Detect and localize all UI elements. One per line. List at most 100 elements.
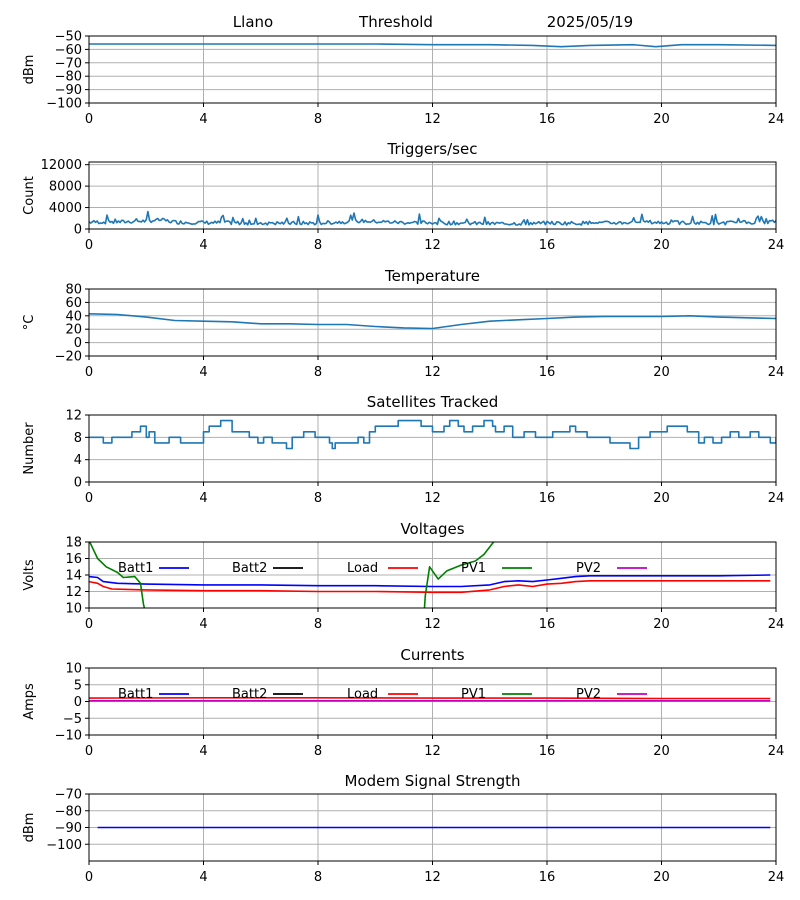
y-tick-label: 10 (65, 602, 82, 617)
chart-panel-6: 0 4 8 12 16 20 24 −10 −5 0 510 Currents Amps Batt1 Bat… (22, 646, 784, 759)
x-tick-label: 24 (768, 112, 785, 127)
series-group (89, 210, 776, 226)
y-tick-label: 10 (65, 662, 82, 677)
x-tick-label: 24 (768, 870, 785, 885)
legend-label-batt1: Batt1 (118, 687, 153, 702)
y-tick-label: −10 (55, 729, 82, 744)
series-line-pv1 (89, 542, 495, 608)
chart-title: Modem Signal Strength (345, 772, 521, 790)
chart-panel-1: 0 4 8 12 16 20 24 −100−90−80−70−60−50 dBm (22, 30, 784, 128)
legend-label-pv1: PV1 (461, 687, 486, 702)
y-tick-label: 16 (65, 552, 82, 567)
x-tick-label: 4 (199, 112, 207, 127)
legend-label-load: Load (347, 561, 378, 576)
x-tick-label: 16 (539, 238, 556, 253)
y-tick-label: 60 (65, 296, 82, 311)
x-tick-label: 20 (653, 112, 670, 127)
x-tick-label: 4 (199, 365, 207, 380)
y-tick-label: −70 (55, 788, 82, 803)
series-group (89, 313, 776, 330)
x-tick-label: 12 (424, 112, 441, 127)
y-tick-label: 20 (65, 323, 82, 338)
y-axis-label: Volts (22, 559, 37, 591)
x-tick-label: 0 (85, 744, 93, 759)
x-tick-label: 12 (424, 617, 441, 632)
legend-label-batt2: Batt2 (232, 687, 267, 702)
x-tick-label: 16 (539, 870, 556, 885)
x-tick-label: 12 (424, 365, 441, 380)
chart-panel-4: 0 4 8 12 16 20 24 0 4 8 12 Satellites Tracked Number (22, 393, 784, 506)
y-tick-label: −100 (46, 97, 82, 112)
y-tick-label: 40 (65, 309, 82, 324)
y-tick-label: 4 (74, 453, 82, 468)
x-tick-label: 4 (199, 617, 207, 632)
y-tick-label: −90 (55, 821, 82, 836)
x-tick-label: 0 (85, 617, 93, 632)
y-tick-label: 8000 (49, 180, 82, 195)
y-tick-label: 12 (65, 585, 82, 600)
x-tick-label: 8 (314, 491, 322, 506)
x-tick-label: 0 (85, 365, 93, 380)
x-tick-label: 4 (199, 870, 207, 885)
x-tick-label: 16 (539, 491, 556, 506)
x-tick-label: 0 (85, 238, 93, 253)
x-tick-label: 24 (768, 617, 785, 632)
x-tick-label: 12 (424, 491, 441, 506)
y-axis-label: Count (22, 176, 37, 215)
x-tick-label: 8 (314, 365, 322, 380)
x-tick-label: 24 (768, 491, 785, 506)
x-tick-label: 20 (653, 365, 670, 380)
x-tick-label: 8 (314, 744, 322, 759)
legend-label-pv2: PV2 (576, 561, 601, 576)
x-tick-label: 0 (85, 491, 93, 506)
y-tick-label: −50 (55, 30, 82, 45)
x-tick-label: 16 (539, 112, 556, 127)
y-tick-label: 4000 (49, 201, 82, 216)
series-group (89, 697, 771, 702)
chart-panel-7: 0 4 8 12 16 20 24 −100 −90 −80−70 Modem Signal Str… (22, 772, 784, 885)
y-tick-label: −5 (63, 712, 82, 727)
x-tick-label: 24 (768, 238, 785, 253)
x-tick-label: 24 (768, 744, 785, 759)
y-tick-label: 14 (65, 569, 82, 584)
x-tick-label: 4 (199, 744, 207, 759)
series-line-load (89, 580, 771, 594)
chart-title: Triggers/sec (387, 140, 478, 158)
series-line-trace (89, 43, 776, 48)
series-line-trace (89, 210, 776, 226)
x-tick-label: 20 (653, 491, 670, 506)
series-group (89, 542, 771, 608)
y-tick-label: 0 (74, 695, 82, 710)
series-group (89, 419, 776, 450)
x-tick-label: 16 (539, 617, 556, 632)
y-axis-label: dBm (22, 55, 37, 85)
y-axis-label: dBm (22, 813, 37, 843)
x-tick-label: 0 (85, 112, 93, 127)
series-line-trace (89, 419, 776, 450)
chart-panel-2: 0 4 8 12 16 20 24 0 4000 8000 12000 Triggers/sec Cou… (22, 140, 784, 253)
series-line-load (89, 697, 771, 700)
y-tick-label: 12000 (41, 158, 82, 173)
y-axis-label: Number (22, 422, 37, 475)
x-tick-label: 8 (314, 238, 322, 253)
x-tick-label: 4 (199, 238, 207, 253)
x-tick-label: 20 (653, 617, 670, 632)
trigger-mode: Threshold (358, 13, 433, 31)
x-tick-label: 8 (314, 112, 322, 127)
legend-label-pv2: PV2 (576, 687, 601, 702)
y-tick-label: −100 (46, 838, 82, 853)
legend-label-pv1: PV1 (461, 561, 486, 576)
x-tick-label: 16 (539, 365, 556, 380)
y-axis-label: Amps (22, 683, 37, 720)
y-tick-label: 0 (74, 476, 82, 491)
y-tick-label: −80 (55, 70, 82, 85)
x-tick-label: 8 (314, 617, 322, 632)
y-tick-label: −60 (55, 43, 82, 58)
x-tick-label: 16 (539, 744, 556, 759)
chart-title: Satellites Tracked (367, 393, 498, 411)
series-line-trace (89, 313, 776, 330)
chart-title: Voltages (400, 520, 464, 538)
